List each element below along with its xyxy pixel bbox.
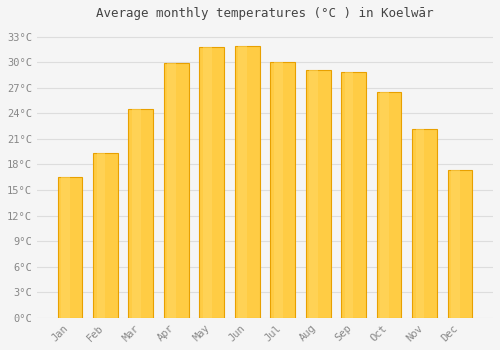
Bar bbox=[203, 47, 211, 318]
Bar bbox=[274, 62, 282, 318]
Bar bbox=[270, 62, 295, 318]
Bar bbox=[238, 46, 247, 318]
Bar bbox=[380, 92, 389, 318]
Bar bbox=[164, 63, 188, 318]
Bar bbox=[58, 177, 82, 318]
Bar bbox=[93, 153, 118, 318]
Bar bbox=[451, 170, 460, 318]
Bar bbox=[306, 70, 330, 318]
Bar bbox=[376, 92, 402, 318]
Bar bbox=[448, 170, 472, 318]
Bar bbox=[310, 70, 318, 318]
Bar bbox=[132, 109, 140, 318]
Bar bbox=[168, 63, 176, 318]
Title: Average monthly temperatures (°C ) in Koelwār: Average monthly temperatures (°C ) in Ko… bbox=[96, 7, 434, 20]
Bar bbox=[96, 153, 106, 318]
Bar bbox=[341, 72, 366, 318]
Bar bbox=[128, 109, 154, 318]
Bar bbox=[344, 72, 354, 318]
Bar bbox=[61, 177, 70, 318]
Bar bbox=[412, 129, 437, 318]
Bar bbox=[200, 47, 224, 318]
Bar bbox=[235, 46, 260, 318]
Bar bbox=[416, 129, 424, 318]
